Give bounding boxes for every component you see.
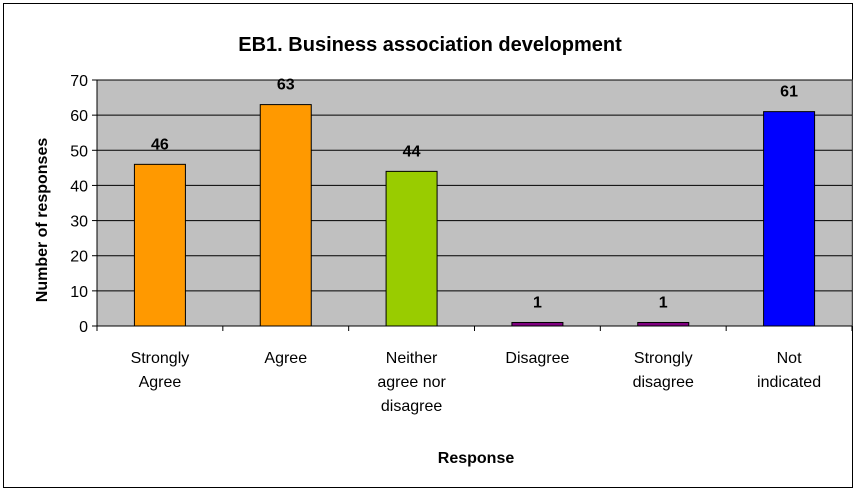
x-category-label: indicated	[757, 374, 821, 391]
bar	[385, 170, 438, 327]
data-labels: 46 63 44 1 1 61	[151, 77, 798, 312]
data-label: 1	[659, 294, 668, 311]
y-axis-ticks: 0 10 20 30 40 50 60 70	[70, 73, 97, 336]
x-category-label: Disagree	[505, 350, 569, 367]
x-category-label: Not	[777, 350, 802, 367]
x-category-label: disagree	[633, 374, 694, 391]
bar	[259, 104, 312, 327]
bar	[637, 321, 690, 327]
data-label: 1	[533, 294, 542, 311]
y-tick-label: 30	[70, 214, 88, 231]
bar	[511, 321, 564, 327]
x-category-label: Agree	[264, 350, 307, 367]
plot-area	[96, 79, 853, 327]
data-label: 44	[403, 143, 421, 160]
data-label: 61	[780, 84, 798, 101]
x-category-label: Strongly	[131, 350, 190, 367]
x-category-label: Neither	[386, 350, 438, 367]
x-axis-title: Response	[438, 450, 515, 467]
y-tick-label: 50	[70, 143, 88, 160]
bars	[133, 104, 816, 327]
y-tick-label: 10	[70, 284, 88, 301]
y-tick-label: 20	[70, 249, 88, 266]
x-axis-ticks: Strongly Agree Agree Neither agree nor disagr…	[96, 326, 853, 415]
x-category-label: Agree	[139, 374, 182, 391]
y-tick-label: 60	[70, 108, 88, 125]
y-axis-title: Number of responses	[34, 138, 51, 303]
y-tick-label: 70	[70, 73, 88, 90]
bar	[133, 163, 186, 327]
gridlines	[97, 79, 852, 292]
x-category-label: agree nor	[377, 374, 446, 391]
y-tick-label: 40	[70, 178, 88, 195]
data-label: 63	[277, 77, 295, 94]
chart-title: EB1. Business association development	[238, 34, 622, 56]
x-category-label: disagree	[381, 398, 442, 415]
y-tick-label: 0	[79, 319, 88, 336]
x-category-label: Strongly	[634, 350, 693, 367]
bar	[763, 111, 816, 327]
data-label: 46	[151, 136, 169, 153]
